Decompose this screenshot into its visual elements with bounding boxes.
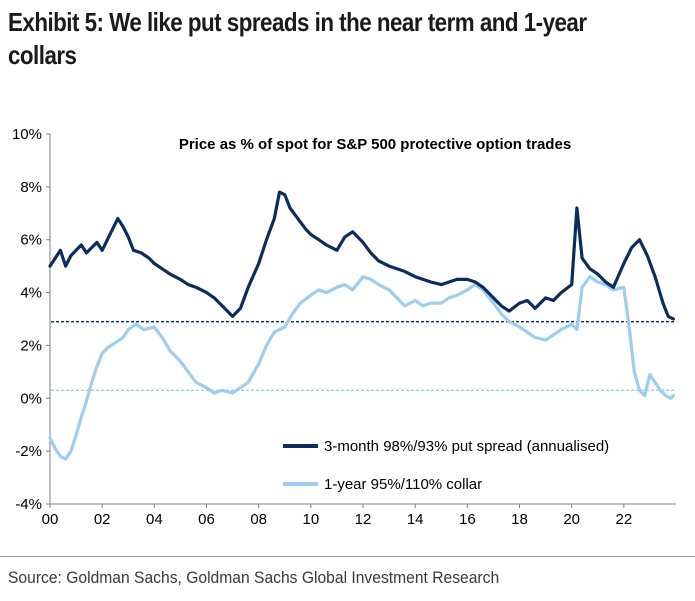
x-tick-label: 00: [42, 511, 59, 528]
x-tick-label: 18: [511, 511, 528, 528]
axes: 10% 8% 6% 4% 2% 0% -2% -4%00 02 04 06 08 10 12 14 16 18 2…: [12, 126, 676, 528]
line-chart: Price as % of spot for S&P 500 protectiv…: [12, 126, 676, 528]
series-line-2: [48, 275, 675, 461]
x-tick-label: 14: [407, 511, 424, 528]
chart-title: Price as % of spot for S&P 500 protectiv…: [179, 136, 571, 153]
y-tick-label: 2%: [20, 337, 42, 354]
series-lines: [48, 190, 675, 461]
x-tick-label: 04: [146, 511, 163, 528]
exhibit-title-line-2: collars: [8, 40, 77, 70]
exhibit-title: Exhibit 5: We like put spreads in the ne…: [8, 6, 593, 72]
x-tick-label: 02: [94, 511, 111, 528]
x-tick-label: 08: [250, 511, 267, 528]
footer-divider: [0, 556, 695, 557]
x-tick-label: 06: [198, 511, 215, 528]
y-tick-label: 4%: [20, 285, 42, 302]
reference-lines: [51, 320, 676, 392]
series-line-1: [48, 190, 675, 321]
y-tick-label: 0%: [20, 390, 42, 407]
y-tick-label: -4%: [15, 496, 42, 513]
y-tick-label: -2%: [15, 443, 42, 460]
y-tick-label: 8%: [20, 179, 42, 196]
legend-label: 1-year 95%/110% collar: [324, 476, 482, 493]
y-tick-label: 10%: [12, 126, 42, 143]
x-tick-label: 12: [355, 511, 372, 528]
x-tick-label: 16: [459, 511, 476, 528]
y-tick-label: 6%: [20, 232, 42, 249]
source-note: Source: Goldman Sachs, Goldman Sachs Glo…: [8, 568, 500, 587]
exhibit-title-line-1: Exhibit 5: We like put spreads in the ne…: [8, 7, 587, 37]
x-tick-label: 10: [302, 511, 319, 528]
legend: 3-month 98%/93% put spread (annualised) 1…: [283, 438, 609, 493]
x-tick-label: 20: [563, 511, 580, 528]
x-tick-label: 22: [615, 511, 632, 528]
legend-label: 3-month 98%/93% put spread (annualised): [324, 438, 609, 455]
